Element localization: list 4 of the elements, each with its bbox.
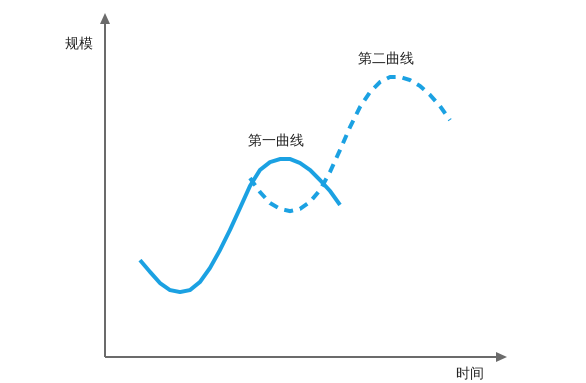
y-axis-title: 规模 (65, 36, 93, 52)
series-label: 第一曲线 (248, 133, 304, 150)
series-label: 第二曲线 (358, 51, 414, 67)
x-axis-title: 时间 (456, 366, 484, 382)
